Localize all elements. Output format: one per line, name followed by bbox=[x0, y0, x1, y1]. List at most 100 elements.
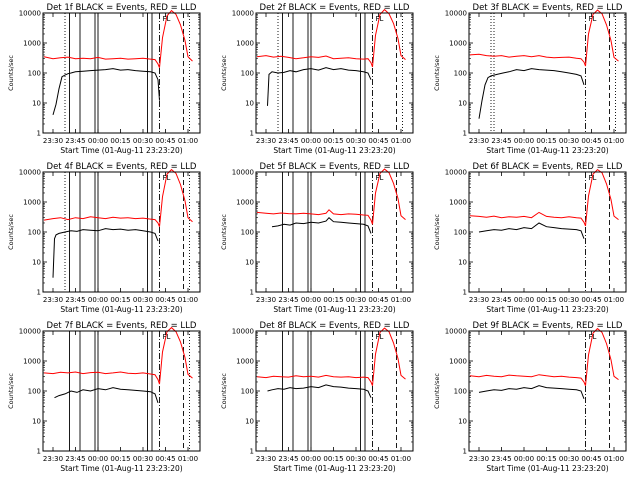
y-tick-label: 100 bbox=[454, 229, 467, 237]
y-axis-label: Counts/sec bbox=[220, 55, 228, 91]
panel-title: Det 5f BLACK = Events, RED = LLD bbox=[260, 162, 410, 172]
x-tick-label: 00:15 bbox=[110, 296, 130, 304]
detector-panel: Det 2f BLACK = Events, RED = LLD Counts/s… bbox=[220, 3, 414, 155]
y-tick-label: 100 bbox=[454, 388, 467, 396]
lld-series-line bbox=[469, 327, 619, 386]
events-series-line bbox=[52, 228, 159, 278]
y-axis-label: Counts/sec bbox=[220, 214, 228, 250]
events-series-line bbox=[271, 216, 372, 234]
y-tick-label: 1000 bbox=[449, 199, 467, 207]
x-tick-label: 00:15 bbox=[110, 137, 130, 145]
x-axis-label: Start Time (01-Aug-11 23:23:20) bbox=[60, 305, 182, 314]
x-tick-label: 23:30 bbox=[43, 137, 63, 145]
y-tick-label: 1 bbox=[37, 448, 41, 456]
y-tick-label: 10 bbox=[245, 259, 254, 267]
x-tick-label: 23:45 bbox=[491, 137, 511, 145]
y-tick-label: 100 bbox=[28, 388, 41, 396]
x-tick-label: 00:15 bbox=[536, 137, 556, 145]
x-tick-label: 00:45 bbox=[155, 296, 175, 304]
x-axis-label: Start Time (01-Aug-11 23:23:20) bbox=[60, 146, 182, 155]
x-tick-label: 23:45 bbox=[278, 137, 298, 145]
detector-panel: Det 6f BLACK = Events, RED = LLD Counts/s… bbox=[433, 162, 627, 314]
y-axis-label: Counts/sec bbox=[7, 55, 15, 91]
x-tick-label: 00:45 bbox=[368, 137, 388, 145]
y-tick-label: 1 bbox=[463, 130, 467, 138]
x-tick-label: 00:30 bbox=[133, 296, 153, 304]
x-axis-label: Start Time (01-Aug-11 23:23:20) bbox=[486, 146, 608, 155]
flare-label: FL bbox=[163, 15, 171, 23]
flare-label: FL bbox=[376, 174, 384, 182]
x-tick-label: 23:45 bbox=[278, 296, 298, 304]
y-tick-label: 1 bbox=[250, 130, 254, 138]
plot-frame bbox=[42, 171, 201, 293]
x-tick-label: 00:30 bbox=[559, 455, 579, 463]
y-tick-label: 10 bbox=[458, 259, 467, 267]
x-tick-label: 23:30 bbox=[43, 296, 63, 304]
x-tick-label: 23:45 bbox=[65, 296, 85, 304]
x-tick-label: 00:00 bbox=[301, 296, 321, 304]
plot-frame bbox=[42, 12, 201, 134]
y-tick-label: 10 bbox=[458, 100, 467, 108]
y-tick-label: 10000 bbox=[232, 328, 254, 336]
flare-label: FL bbox=[589, 333, 597, 341]
x-tick-label: 00:45 bbox=[368, 296, 388, 304]
x-tick-label: 01:00 bbox=[604, 137, 624, 145]
x-tick-label: 00:30 bbox=[346, 455, 366, 463]
x-tick-label: 00:30 bbox=[559, 296, 579, 304]
x-tick-label: 00:15 bbox=[323, 137, 343, 145]
y-tick-label: 100 bbox=[454, 70, 467, 78]
lld-series-line bbox=[43, 168, 193, 227]
y-tick-label: 1000 bbox=[449, 358, 467, 366]
panel-title: Det 1f BLACK = Events, RED = LLD bbox=[47, 3, 197, 13]
y-tick-label: 100 bbox=[241, 229, 254, 237]
y-tick-label: 100 bbox=[28, 70, 41, 78]
events-series-line bbox=[267, 67, 372, 106]
x-tick-label: 01:00 bbox=[391, 455, 411, 463]
y-axis-label: Counts/sec bbox=[220, 373, 228, 409]
x-tick-label: 01:00 bbox=[178, 137, 198, 145]
x-tick-label: 23:45 bbox=[491, 455, 511, 463]
x-tick-label: 23:30 bbox=[256, 137, 276, 145]
x-tick-label: 00:00 bbox=[301, 137, 321, 145]
y-tick-label: 10000 bbox=[19, 328, 41, 336]
events-series-line bbox=[478, 222, 585, 239]
x-axis-label: Start Time (01-Aug-11 23:23:20) bbox=[273, 464, 395, 473]
x-axis-label: Start Time (01-Aug-11 23:23:20) bbox=[486, 464, 608, 473]
x-tick-label: 01:00 bbox=[391, 296, 411, 304]
x-tick-label: 00:15 bbox=[110, 455, 130, 463]
y-axis-label: Counts/sec bbox=[7, 214, 15, 250]
x-tick-label: 00:00 bbox=[88, 455, 108, 463]
y-tick-label: 100 bbox=[28, 229, 41, 237]
x-tick-label: 00:15 bbox=[323, 455, 343, 463]
x-tick-label: 23:45 bbox=[278, 455, 298, 463]
detector-panel: Det 4f BLACK = Events, RED = LLD Counts/s… bbox=[7, 162, 201, 314]
x-tick-label: 00:30 bbox=[346, 296, 366, 304]
y-tick-label: 1000 bbox=[23, 199, 41, 207]
x-tick-label: 00:45 bbox=[155, 137, 175, 145]
flare-label: FL bbox=[589, 15, 597, 23]
x-tick-label: 23:45 bbox=[65, 137, 85, 145]
panel-title: Det 6f BLACK = Events, RED = LLD bbox=[473, 162, 623, 172]
x-tick-label: 01:00 bbox=[178, 296, 198, 304]
y-axis-label: Counts/sec bbox=[433, 373, 441, 409]
y-tick-label: 10 bbox=[32, 418, 41, 426]
x-tick-label: 00:00 bbox=[88, 137, 108, 145]
plot-frame bbox=[42, 330, 201, 452]
x-tick-label: 00:45 bbox=[581, 137, 601, 145]
plot-frame bbox=[255, 330, 414, 452]
y-tick-label: 1 bbox=[463, 289, 467, 297]
x-axis-label: Start Time (01-Aug-11 23:23:20) bbox=[273, 146, 395, 155]
x-tick-label: 00:00 bbox=[301, 455, 321, 463]
x-tick-label: 00:45 bbox=[368, 455, 388, 463]
x-axis-label: Start Time (01-Aug-11 23:23:20) bbox=[60, 464, 182, 473]
y-tick-label: 10000 bbox=[232, 169, 254, 177]
x-tick-label: 00:45 bbox=[581, 455, 601, 463]
x-tick-label: 00:00 bbox=[514, 137, 534, 145]
x-tick-label: 00:00 bbox=[514, 296, 534, 304]
plot-frame bbox=[468, 171, 627, 293]
y-tick-label: 10 bbox=[32, 100, 41, 108]
detector-panel: Det 1f BLACK = Events, RED = LLD Counts/s… bbox=[7, 3, 201, 155]
panel-title: Det 3f BLACK = Events, RED = LLD bbox=[473, 3, 623, 13]
detector-panel: Det 5f BLACK = Events, RED = LLD Counts/s… bbox=[220, 162, 414, 314]
